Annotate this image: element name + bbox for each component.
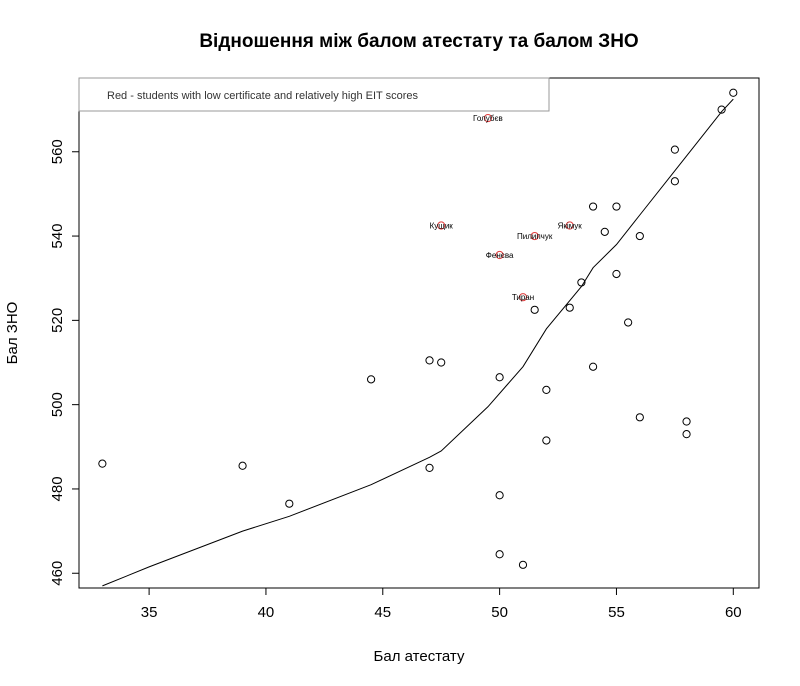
highlighted-point [495,250,504,260]
data-point [285,499,294,508]
data-point [495,550,504,559]
data-point [717,105,726,114]
data-point [425,356,434,365]
x-tick-label: 55 [608,604,625,621]
data-point [624,318,633,327]
y-tick-label: 480 [49,476,66,501]
x-tick-label: 45 [374,604,391,621]
y-tick-label: 560 [49,139,66,164]
data-point [425,463,434,472]
data-point [612,269,621,279]
y-tick-label: 540 [49,224,66,249]
data-point [495,373,504,382]
x-axis-label: Бал атестату [374,648,465,665]
trend-line [102,98,734,587]
data-point [565,303,574,312]
point-label: Пилипчук [517,232,553,241]
point-label: Якімук [558,222,583,231]
data-point [729,88,738,97]
data-point [495,491,504,500]
data-point [98,459,107,468]
point-label: Кущик [430,222,454,231]
data-point [518,560,528,569]
data-point [542,436,551,445]
highlighted-point [518,293,528,302]
y-tick-label: 520 [49,308,66,333]
highlighted-point [437,221,446,230]
data-point [437,358,446,367]
x-axis: 35 40 45 50 55 60 [141,588,742,621]
data-point [588,202,598,211]
data-point [682,417,691,426]
chart-title: Відношення між балом атестату та балом З… [199,31,638,52]
data-point [577,278,586,287]
data-point [635,413,644,422]
plot-area [78,77,760,589]
data-point [366,375,376,384]
data-point [612,202,621,211]
legend-text: Red - students with low certificate and … [107,90,418,102]
highlighted-point [565,221,574,230]
data-point [635,231,644,241]
data-point [238,461,247,470]
highlighted-point [530,231,539,241]
x-tick-label: 60 [725,604,742,621]
x-tick-label: 35 [141,604,158,621]
data-point [588,362,598,371]
y-tick-label: 460 [49,561,66,586]
highlighted-points: Голубєв Кущик Пилипчук Якімук Фенєва Тиран [430,113,583,302]
data-point [530,305,539,314]
highlighted-point [483,113,493,123]
legend-box [78,77,550,112]
data-point [542,385,551,395]
point-label: Голубєв [473,114,503,123]
data-point [682,430,691,439]
y-axis: 460 480 500 520 540 560 [49,139,79,586]
data-point [670,145,679,154]
y-tick-label: 500 [49,392,66,417]
legend: Red - students with low certificate and … [78,77,550,112]
data-points [98,88,738,569]
point-label: Фенєва [486,251,514,260]
x-tick-label: 50 [491,604,508,621]
data-point [670,177,679,186]
x-tick-label: 40 [258,604,275,621]
y-axis-label: Бал ЗНО [4,302,21,365]
point-label: Тиран [512,293,534,302]
data-point [600,227,609,236]
